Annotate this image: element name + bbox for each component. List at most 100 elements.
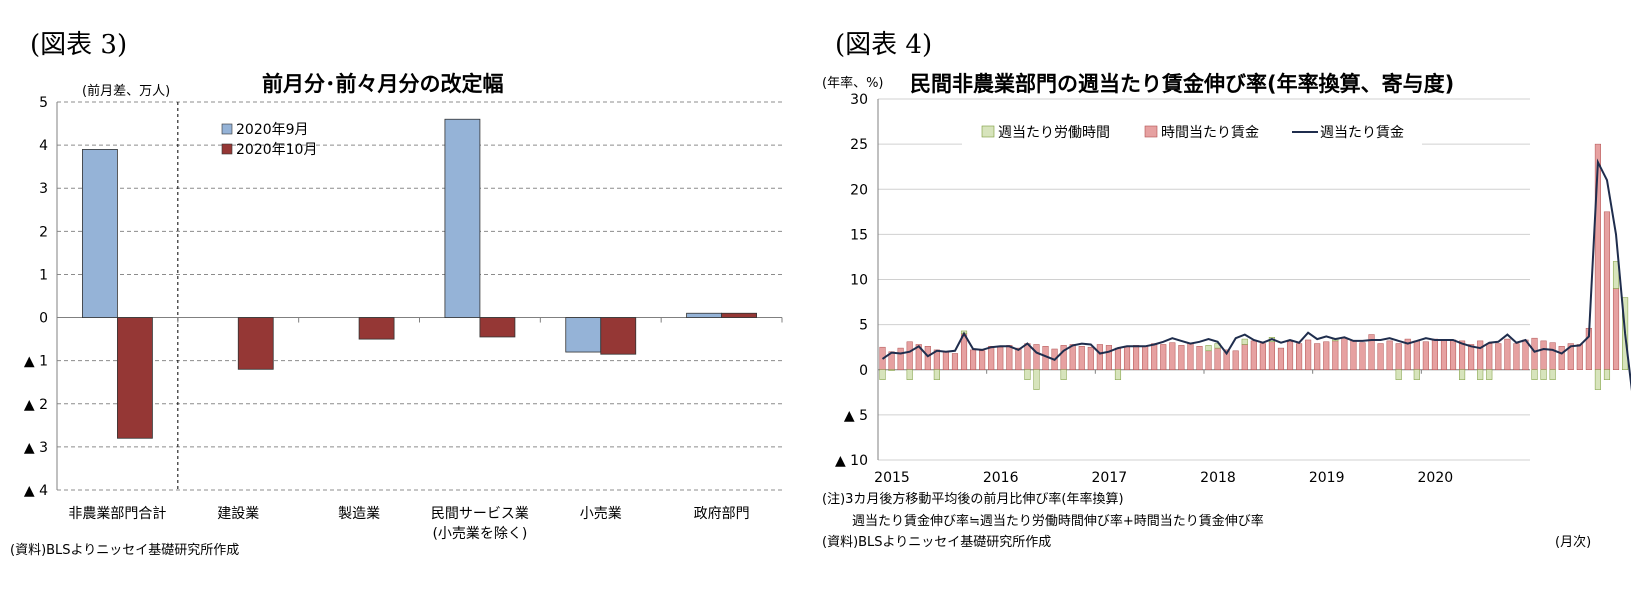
bar-hourly-wage: [1612, 288, 1620, 370]
legend-label-hours: 週当たり労働時間: [998, 125, 1110, 141]
y-tick-label: 4: [39, 138, 48, 154]
bar-hourly-wage: [924, 346, 931, 371]
bar-hourly-wage: [1449, 339, 1457, 370]
y-tick-label: 20: [850, 182, 868, 198]
x-category-label: 小売業: [580, 506, 622, 522]
legend-swatch-hours: [981, 125, 995, 138]
bar-hourly-wage: [1477, 340, 1484, 370]
right-chart-title: 民間非農業部門の週当たり賃金伸び率(年率換算、寄与度): [910, 72, 1455, 96]
bar-hourly-wage: [1350, 340, 1357, 370]
bar-hourly-wage: [1368, 334, 1375, 370]
bar-hourly-wage: [1576, 344, 1583, 371]
bar-hourly-wage: [1431, 338, 1438, 371]
legend-label-line: 週当たり賃金: [1320, 125, 1404, 141]
y-tick-label: 15: [850, 227, 868, 243]
y-tick-label: 2: [39, 224, 48, 240]
bar-weekly-hours: [1486, 369, 1493, 380]
bar-weekly-hours: [1413, 369, 1420, 380]
bar-hourly-wage: [1296, 343, 1303, 371]
bar-weekly-hours: [1477, 369, 1484, 380]
bar-hourly-wage: [1024, 343, 1031, 371]
bar-oct: [358, 317, 395, 340]
right-figure-label: (図表 4): [835, 30, 933, 60]
bar-hourly-wage: [1341, 337, 1348, 371]
bar-weekly-hours: [1024, 369, 1031, 380]
y-tick-label: 25: [850, 137, 868, 153]
legend-label: 2020年10月: [236, 142, 317, 158]
bar-hourly-wage: [1558, 346, 1565, 371]
bar-hourly-wage: [1286, 341, 1294, 370]
bar-hourly-wage: [1250, 340, 1257, 370]
bar-hourly-wage: [1105, 345, 1112, 371]
bar-weekly-hours: [1395, 369, 1402, 380]
bar-weekly-hours: [888, 369, 895, 371]
bar-hourly-wage: [1603, 211, 1611, 370]
y-tick-label: 1: [39, 267, 48, 283]
bar-hourly-wage: [1386, 340, 1393, 370]
bar-weekly-hours: [1114, 369, 1122, 380]
y-tick-label: 5: [39, 95, 48, 111]
y-tick-label: 30: [850, 92, 868, 108]
bar-weekly-hours: [1594, 369, 1601, 390]
bar-hourly-wage: [1169, 342, 1176, 370]
bar-oct: [117, 317, 153, 439]
right-y-unit: (年率、%): [822, 76, 884, 91]
left-chart-title: 前月分･前々月分の改定幅: [262, 72, 504, 96]
bar-hourly-wage: [915, 344, 922, 371]
left-figure-label: (図表 3): [30, 30, 128, 60]
legend-label: 2020年9月: [236, 122, 309, 138]
right-x-unit: (月次): [1555, 535, 1592, 550]
bar-hourly-wage: [1395, 343, 1402, 371]
x-tick-label: 2020: [1418, 470, 1454, 486]
bar-hourly-wage: [1187, 343, 1194, 371]
bar-oct: [600, 317, 637, 355]
left-source-note: (資料)BLSよりニッセイ基礎研究所作成: [10, 543, 240, 558]
bar-hourly-wage: [1087, 346, 1094, 370]
bar-hourly-wage: [1504, 338, 1511, 371]
x-tick-label: 2016: [983, 470, 1019, 486]
bar-hourly-wage: [1495, 343, 1502, 371]
bar-weekly-hours: [1060, 369, 1067, 380]
bar-hourly-wage: [1413, 340, 1420, 370]
bar-hourly-wage: [1114, 347, 1122, 370]
bar-hourly-wage: [1404, 338, 1411, 371]
y-tick-label: ▲ 4: [24, 483, 48, 499]
bar-hourly-wage: [1522, 339, 1529, 370]
bar-oct: [479, 317, 516, 338]
y-tick-label: ▲ 3: [24, 440, 48, 456]
bar-weekly-hours: [1241, 338, 1248, 345]
bar-weekly-hours: [933, 369, 940, 380]
x-tick-label: 2019: [1309, 470, 1345, 486]
y-tick-label: ▲ 2: [24, 397, 48, 413]
x-tick-label: 2017: [1092, 470, 1128, 486]
bar-hourly-wage: [1323, 341, 1330, 370]
bar-hourly-wage: [1205, 350, 1212, 370]
bar-hourly-wage: [1033, 344, 1040, 371]
bar-hourly-wage: [997, 346, 1004, 370]
legend-box: [962, 120, 1422, 146]
bar-hourly-wage: [1142, 346, 1149, 371]
bar-oct: [721, 312, 757, 318]
bar-weekly-hours: [1205, 345, 1212, 352]
bar-hourly-wage: [1223, 349, 1230, 370]
bar-sep: [82, 149, 118, 318]
bar-hourly-wage: [942, 351, 949, 371]
bar-weekly-hours: [1540, 369, 1547, 380]
bar-hourly-wage: [1540, 340, 1547, 370]
left-bar-chart: 5 4 3 2 1 0 ▲ 1 ▲ 2 ▲ 3 ▲ 4 非農業部門合計 建設業 製造業 民間サービス業 小売…: [24, 95, 783, 540]
y-tick-label: 5: [859, 318, 868, 334]
bar-hourly-wage: [1241, 344, 1248, 371]
bar-hourly-wage: [1549, 342, 1556, 370]
bar-hourly-wage: [1513, 343, 1520, 371]
bar-weekly-hours: [1033, 369, 1040, 390]
legend-swatch: [221, 143, 233, 155]
bar-sep: [444, 118, 481, 318]
y-tick-label: 3: [39, 181, 48, 197]
x-category-label: 製造業: [338, 506, 380, 522]
bar-hourly-wage: [1332, 340, 1339, 370]
bar-hourly-wage: [1078, 346, 1085, 371]
bar-hourly-wage: [1531, 337, 1538, 371]
y-tick-label: ▲ 1: [24, 354, 48, 370]
bar-hourly-wage: [1305, 339, 1312, 370]
